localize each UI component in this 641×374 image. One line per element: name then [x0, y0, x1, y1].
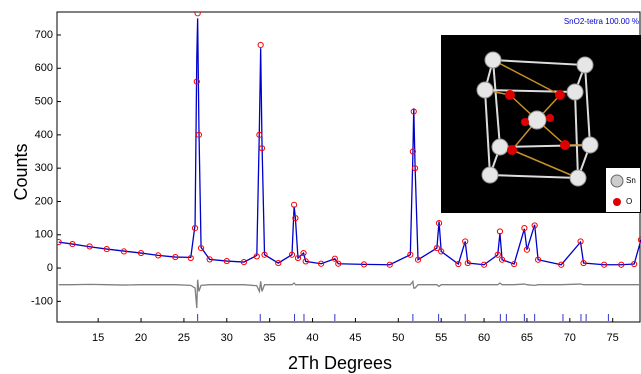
y-tick-label: 200	[35, 195, 53, 207]
inset-legend-label: O	[626, 197, 632, 206]
x-tick-label: 65	[521, 332, 533, 344]
y-tick-label: 100	[35, 229, 53, 241]
x-tick-label: 55	[435, 332, 447, 344]
y-tick-label: 700	[35, 29, 53, 41]
x-tick-label: 15	[92, 332, 104, 344]
y-tick-label: -100	[31, 295, 53, 307]
x-tick-label: 50	[392, 332, 404, 344]
phase-label: SnO2-tetra 100.00 %	[564, 17, 639, 26]
y-tick-label: 400	[35, 129, 53, 141]
y-tick-label: 600	[35, 62, 53, 74]
structure-inset: Sn O	[441, 35, 641, 213]
y-tick-label: 300	[35, 162, 53, 174]
x-axis-label: 2Th Degrees	[288, 353, 392, 373]
x-tick-label: 20	[135, 332, 147, 344]
x-tick-label: 70	[564, 332, 576, 344]
chart: Counts 2Th Degrees SnO2-tetra 100.00 %	[0, 0, 641, 374]
x-tick-label: 60	[478, 332, 490, 344]
sn-legend-symbol	[611, 175, 623, 187]
y-tick-label: 500	[35, 95, 53, 107]
x-tick-label: 30	[221, 332, 233, 344]
x-tick-label: 35	[264, 332, 276, 344]
inset-legend-box	[606, 168, 640, 212]
observed-point	[258, 42, 263, 47]
y-axis-label: Counts	[11, 143, 31, 200]
x-tick-label: 25	[178, 332, 190, 344]
x-tick-label: 75	[607, 332, 619, 344]
x-tick-label: 40	[306, 332, 318, 344]
page: Counts 2Th Degrees SnO2-tetra 100.00 %	[0, 0, 641, 374]
series-line	[59, 280, 641, 308]
inset-legend-label: Sn	[626, 176, 636, 185]
y-tick-label: 0	[47, 262, 53, 274]
x-tick-label: 45	[349, 332, 361, 344]
o-legend-symbol	[613, 198, 621, 206]
